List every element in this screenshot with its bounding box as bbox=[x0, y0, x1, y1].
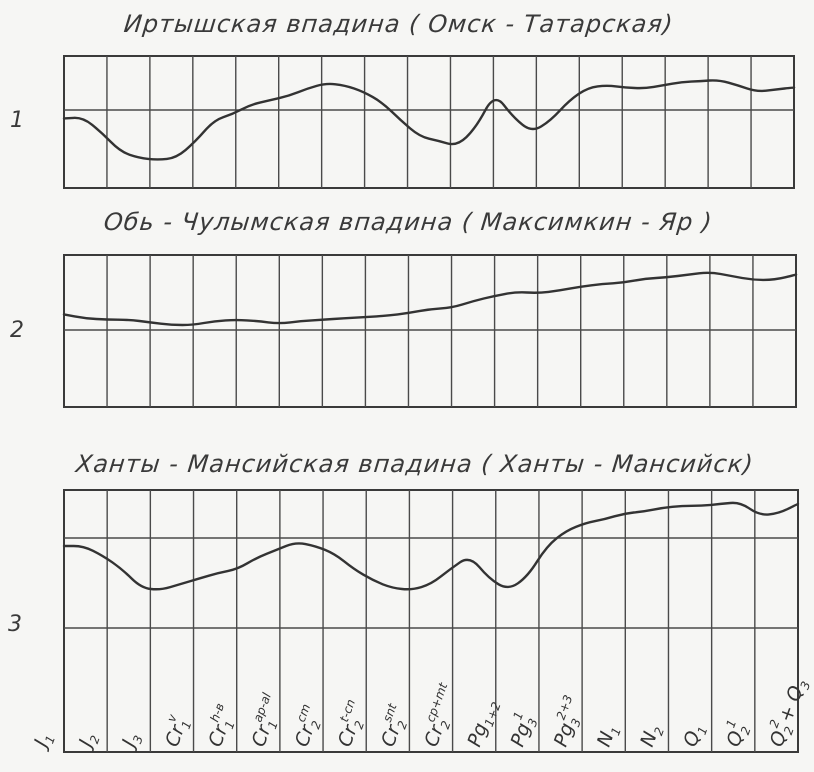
panel-3-number: 3 bbox=[8, 612, 22, 637]
stage-label: Cr1v bbox=[156, 712, 195, 751]
panel-2-number: 2 bbox=[10, 318, 24, 343]
panel-2-frame bbox=[63, 254, 797, 408]
stage-label: N1 bbox=[593, 722, 624, 751]
panel-3-frame bbox=[63, 489, 799, 753]
stage-label: Cr1h-в bbox=[200, 701, 242, 750]
panel-1-number: 1 bbox=[10, 108, 24, 133]
stage-label: N2 bbox=[636, 722, 667, 751]
stage-label: J3 bbox=[117, 730, 146, 755]
panel-1-profile-curve bbox=[62, 79, 796, 161]
stage-label: Cr2cp+mt bbox=[416, 680, 466, 751]
stage-label: Q21 bbox=[718, 718, 754, 751]
stage-label: Pg32+3 bbox=[545, 693, 590, 751]
stage-label: Pg1+2 bbox=[463, 696, 503, 750]
stage-label: J1 bbox=[29, 730, 58, 755]
stage-label: Pg31 bbox=[502, 710, 541, 751]
stage-label: Q1 bbox=[679, 721, 710, 751]
panel-3-profile-curve bbox=[62, 501, 800, 591]
panel-1-frame bbox=[63, 55, 795, 189]
stage-label: J2 bbox=[73, 730, 102, 755]
stage-label: Cr2cm bbox=[286, 702, 328, 751]
stage-label: Cr1ap-al bbox=[243, 690, 289, 750]
stage-label: Cr2snt bbox=[372, 700, 415, 750]
stage-label: Q22+ Q3 bbox=[761, 674, 813, 751]
panel-2-profile-curve bbox=[62, 271, 798, 327]
